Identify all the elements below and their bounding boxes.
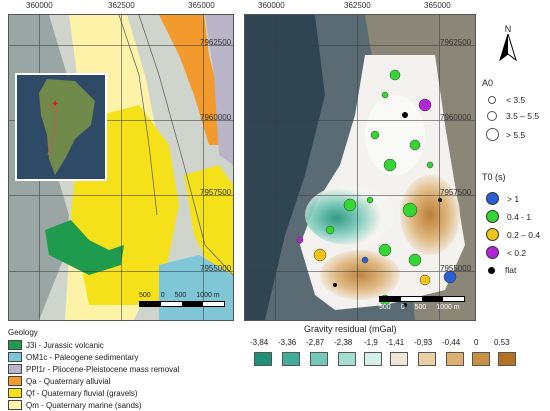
geology-legend-item: Qa - Quaternary alluvial [8, 375, 238, 387]
geology-legend-item: Qf - Quaternary fluvial (gravels) [8, 387, 238, 399]
scale-label: 500 [139, 292, 151, 299]
left-top-tick: 365000 [188, 1, 215, 10]
neutral-anomaly [365, 95, 425, 175]
positive-anomaly [320, 250, 400, 300]
geologic-contact-line [138, 15, 233, 276]
geology-legend-item: Qm - Quaternary marine (sands) [8, 399, 238, 411]
geology-legend-item: OM1c - Paleogene sedimentary [8, 351, 238, 363]
grid-line [357, 15, 358, 320]
inset-south-america: ✦ [17, 75, 105, 179]
inset-map: ✦ [15, 73, 107, 181]
left-side-tick: 7962500 [200, 38, 232, 47]
gravity-legend-swatches [250, 352, 520, 368]
left-side-tick: 7955000 [200, 264, 232, 273]
a0-legend-item: > 5.5 [486, 128, 525, 141]
left-side-tick: 7960000 [200, 113, 232, 122]
a0-legend-item: 3.5 – 5.5 [486, 111, 539, 121]
right-top-tick: 365000 [424, 1, 451, 10]
negative-anomaly [305, 185, 395, 245]
grid-line [203, 15, 204, 320]
north-arrow-icon: N [496, 24, 520, 64]
geology-legend-item: PPl1r - Pliocene-Pleistocene mass remova… [8, 363, 238, 375]
grid-line [9, 195, 233, 196]
t0-legend-title: T0 (s) [482, 172, 506, 182]
gravity-legend-title: Gravity residual (mGal) [304, 324, 397, 334]
right-top-tick: 362500 [344, 1, 371, 10]
j3i-volcanic-area [45, 220, 124, 275]
ppl1r-mass-removal-area [205, 15, 233, 165]
grid-line [245, 195, 475, 196]
right-side-tick: 7957500 [440, 188, 472, 197]
station-markers [296, 69, 457, 307]
right-side-tick: 7962500 [440, 38, 472, 47]
a0-legend-title: A0 [482, 78, 494, 88]
left-top-tick: 360000 [26, 1, 53, 10]
left-top-tick: 362500 [108, 1, 135, 10]
qa-alluvial-north [159, 15, 223, 145]
north-arrow-shape [499, 32, 517, 62]
grid-line [9, 120, 233, 121]
grid-line [439, 15, 440, 320]
right-side-tick: 7960000 [440, 113, 472, 122]
right-side-tick: 7955000 [440, 264, 472, 273]
a0-legend-item: < 3.5 [486, 95, 525, 105]
geology-map[interactable]: ✦ 500 0 500 1000 m [8, 14, 234, 321]
grid-line [9, 45, 233, 46]
ocean-area [245, 15, 325, 320]
scale-label: 1000 m [436, 304, 460, 311]
grid-line [245, 120, 475, 121]
scale-label: 0 [160, 292, 165, 299]
scale-label: 0 [400, 304, 405, 311]
qf-fluvial-east [184, 165, 233, 275]
right-top-tick: 360000 [258, 1, 285, 10]
grid-line [121, 15, 122, 320]
geology-legend-item: J3i - Jurassic volcanic [8, 339, 238, 351]
geology-legend-title: Geology [8, 328, 38, 337]
grid-line [9, 271, 233, 272]
t0-legend-item: > 1 [486, 192, 519, 205]
gravity-map-svg [245, 15, 475, 320]
grid-line [275, 15, 276, 320]
scale-label: 1000 m [196, 292, 220, 299]
gravity-legend-ticks: -3,84 -3,36 -2,87 -2,38 -1,9 -1,41 -0,93… [250, 338, 510, 347]
grid-line [245, 271, 475, 272]
gravity-map[interactable]: 500 0 500 1000 m [244, 14, 476, 321]
scale-bar: 500 0 500 1000 m [379, 296, 465, 318]
scale-bar: 500 0 500 1000 m [139, 292, 225, 314]
t0-legend-item: 0.4 - 1 [486, 210, 531, 223]
scale-label: 500 [414, 304, 427, 311]
t0-legend-item: flat [488, 265, 516, 275]
t0-legend-item: 0.2 – 0.4 [486, 228, 540, 241]
scale-label: 500 [174, 292, 187, 299]
svg-text:✦: ✦ [51, 99, 59, 110]
north-label: N [504, 24, 512, 34]
t0-legend-item: < 0.2 [486, 246, 526, 259]
scale-label: 500 [379, 304, 391, 311]
grid-line [245, 45, 475, 46]
geology-legend: Geology J3i - Jurassic volcanic OM1c - P… [8, 328, 238, 411]
left-side-tick: 7957500 [200, 188, 232, 197]
